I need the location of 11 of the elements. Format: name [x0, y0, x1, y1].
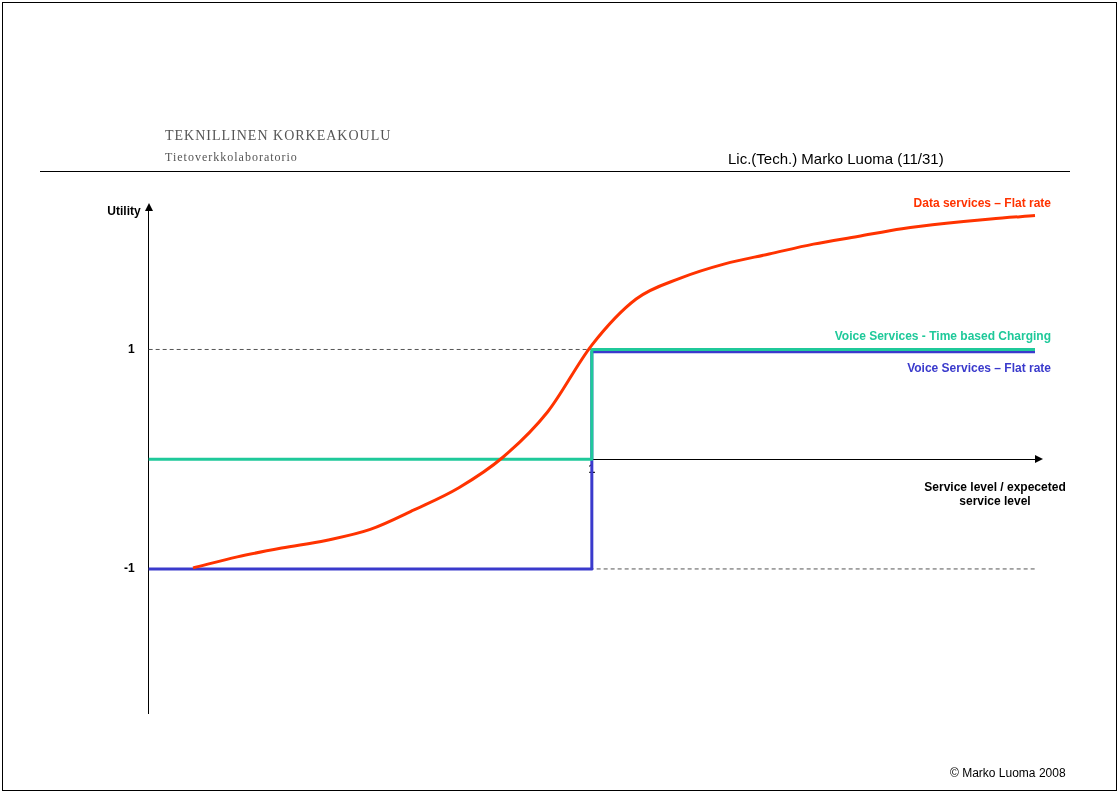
text: TEKNILLINEN KORKEAKOULU — [165, 128, 392, 144]
x-axis-title: Service level / expeceted service level — [923, 480, 1067, 508]
y-tick-label: 1 — [127, 341, 135, 356]
text: © Marko Luoma 2008 — [950, 766, 1066, 780]
y-axis-title: Utility — [107, 204, 141, 219]
series-label: Voice Services - Time based Charging — [834, 329, 1051, 344]
series-label: Voice Services – Flat rate — [907, 360, 1052, 375]
series-label: Data services – Flat rate — [913, 195, 1052, 210]
text: Tietoverkkolaboratorio — [165, 150, 298, 165]
text: Lic.(Tech.) Marko Luoma (11/31) — [728, 150, 944, 167]
y-tick-label: -1 — [124, 561, 135, 576]
